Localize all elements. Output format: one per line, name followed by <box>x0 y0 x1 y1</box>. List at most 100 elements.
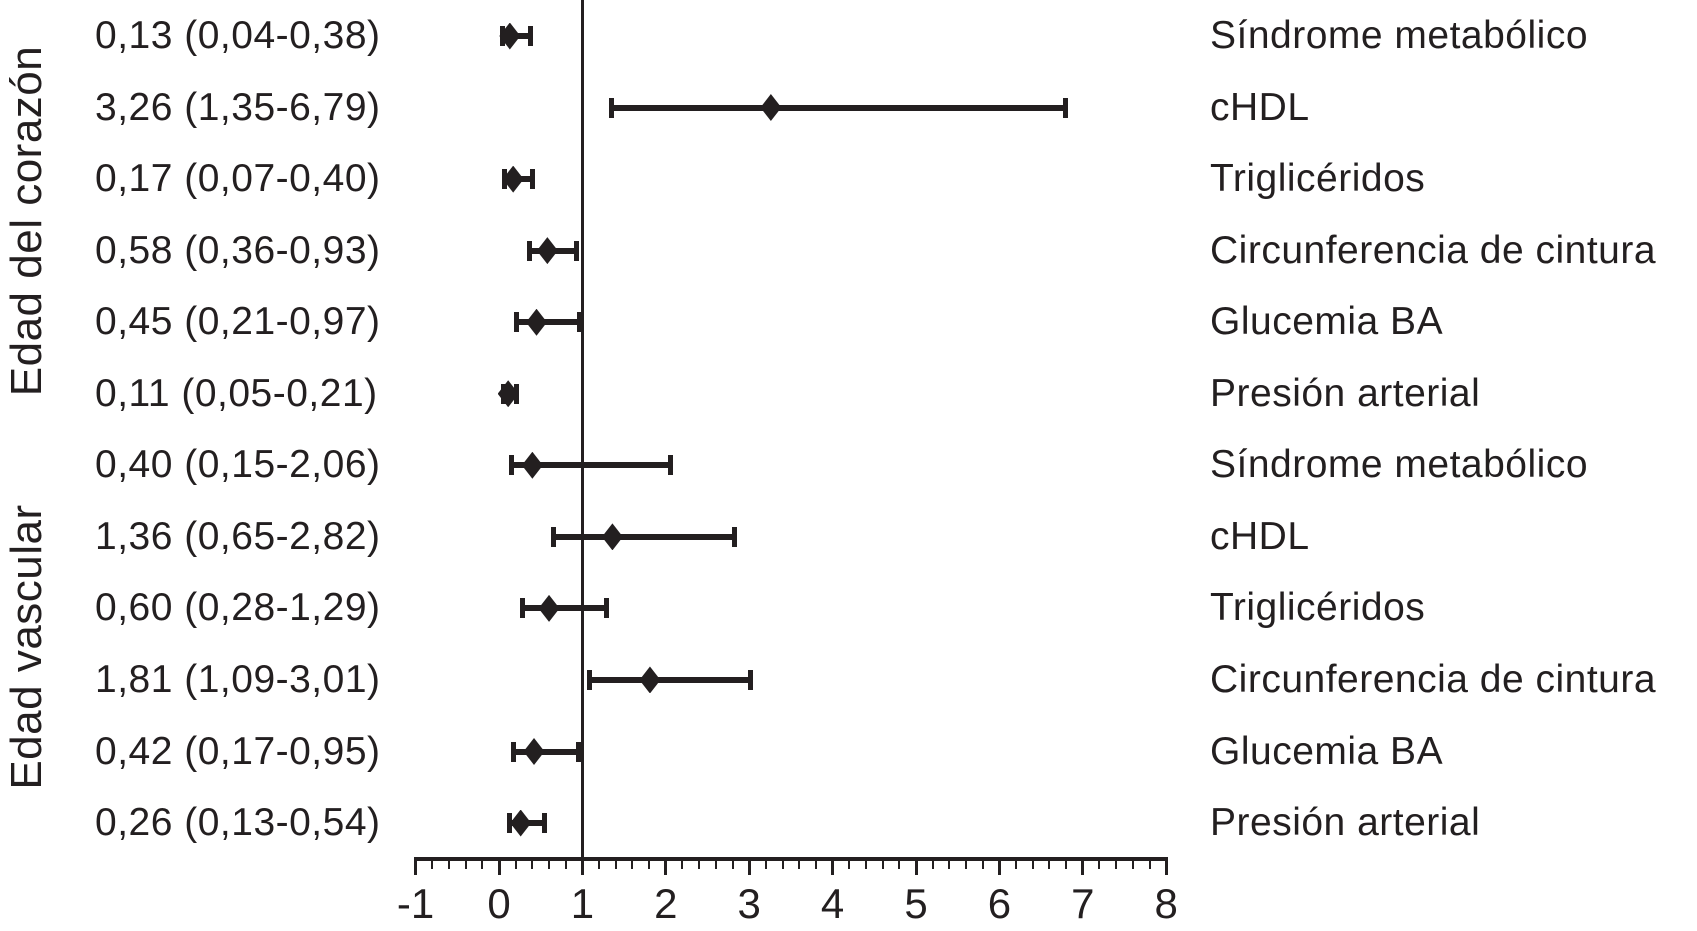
x-axis-minor-tick <box>1148 857 1151 869</box>
x-axis-minor-tick <box>564 857 567 869</box>
ci-cap-low <box>519 598 525 619</box>
x-axis-major-tick <box>831 857 835 875</box>
ci-cap-low <box>609 97 615 118</box>
x-axis-minor-tick <box>531 857 534 869</box>
ci-cap-low <box>587 669 593 690</box>
ci-cap-high <box>575 741 581 762</box>
row-variable-label: Presión arterial <box>1210 371 1481 415</box>
ci-cap-high <box>541 813 547 834</box>
x-axis-minor-tick <box>764 857 767 869</box>
row-value-label: 0,17 (0,07-0,40) <box>95 157 381 201</box>
x-axis-major-tick <box>1164 857 1168 875</box>
ci-cap-high <box>747 669 753 690</box>
x-axis-minor-tick <box>781 857 784 869</box>
group-label-edad-del-corazon: Edad del corazón <box>2 45 51 397</box>
ci-cap-high <box>529 169 535 190</box>
x-axis-major-tick <box>414 857 418 875</box>
x-axis-major-tick <box>1081 857 1085 875</box>
ci-whisker <box>522 605 607 612</box>
x-axis-minor-tick <box>598 857 601 869</box>
x-axis-minor-tick <box>864 857 867 869</box>
row-variable-label: Presión arterial <box>1210 801 1481 845</box>
ci-cap-high <box>668 455 674 476</box>
x-axis-tick-label: 5 <box>904 880 928 927</box>
estimate-diamond <box>521 451 543 479</box>
x-axis-minor-tick <box>1098 857 1101 869</box>
row-value-label: 1,81 (1,09-3,01) <box>95 657 381 701</box>
x-axis-minor-tick <box>1031 857 1034 869</box>
x-axis-minor-tick <box>714 857 717 869</box>
x-axis-line <box>413 857 1169 861</box>
ci-cap-low <box>514 312 519 333</box>
ci-whisker <box>511 462 671 469</box>
x-axis-minor-tick <box>614 857 617 869</box>
x-axis-major-tick <box>997 857 1001 875</box>
estimate-diamond <box>526 308 548 336</box>
row-value-label: 0,58 (0,36-0,93) <box>95 228 381 272</box>
row-value-label: 0,45 (0,21-0,97) <box>95 300 381 344</box>
x-axis-minor-tick <box>631 857 634 869</box>
x-axis-minor-tick <box>481 857 484 869</box>
x-axis-minor-tick <box>447 857 450 869</box>
estimate-diamond <box>601 523 623 551</box>
row-variable-label: cHDL <box>1210 85 1310 129</box>
ci-cap-low <box>509 455 514 476</box>
x-axis-minor-tick <box>431 857 434 869</box>
estimate-diamond <box>510 809 532 837</box>
ci-cap-high <box>528 26 534 46</box>
x-axis-minor-tick <box>1131 857 1134 869</box>
estimate-diamond <box>523 738 545 765</box>
ci-whisker <box>553 533 735 540</box>
reference-line <box>580 0 584 857</box>
x-axis-minor-tick <box>514 857 517 869</box>
ci-cap-high <box>1062 97 1068 118</box>
estimate-diamond <box>499 22 521 50</box>
estimate-diamond <box>639 666 661 694</box>
ci-cap-low <box>550 526 556 547</box>
row-variable-label: Glucemia BA <box>1210 729 1444 773</box>
row-value-label: 0,26 (0,13-0,54) <box>95 801 381 845</box>
group-label-edad-vascular: Edad vascular <box>2 504 51 790</box>
estimate-diamond <box>760 94 782 122</box>
row-variable-label: Triglicéridos <box>1210 586 1426 630</box>
x-axis-minor-tick <box>965 857 968 869</box>
ci-cap-low <box>510 741 516 762</box>
ci-whisker <box>589 676 751 683</box>
x-axis-tick-label: 2 <box>654 880 678 927</box>
row-value-label: 0,42 (0,17-0,95) <box>95 729 381 773</box>
estimate-diamond <box>538 594 560 622</box>
x-axis-minor-tick <box>548 857 551 869</box>
x-axis-minor-tick <box>698 857 701 869</box>
estimate-diamond <box>497 380 519 408</box>
x-axis-minor-tick <box>848 857 851 869</box>
row-variable-label: Triglicéridos <box>1210 157 1426 201</box>
x-axis-tick-label: 4 <box>820 880 845 927</box>
x-axis-tick-label: -1 <box>396 880 435 927</box>
row-value-label: 1,36 (0,65-2,82) <box>95 514 381 558</box>
x-axis-minor-tick <box>881 857 884 869</box>
ci-cap-high <box>604 598 610 619</box>
x-axis-tick-label: 6 <box>987 880 1012 927</box>
row-variable-label: Síndrome metabólico <box>1210 14 1589 57</box>
estimate-diamond <box>536 237 558 265</box>
row-variable-label: Síndrome metabólico <box>1210 443 1589 487</box>
ci-cap-high <box>731 526 737 547</box>
row-value-label: 0,11 (0,05-0,21) <box>95 371 378 415</box>
x-axis-minor-tick <box>898 857 901 869</box>
x-axis-tick-label: 1 <box>570 880 595 927</box>
x-axis-major-tick <box>664 857 668 875</box>
row-variable-label: Circunferencia de cintura <box>1210 657 1657 701</box>
estimate-diamond <box>502 165 524 193</box>
row-variable-label: Glucemia BA <box>1210 300 1444 344</box>
x-axis-minor-tick <box>981 857 984 869</box>
x-axis-tick-label: 0 <box>487 880 511 927</box>
x-axis-minor-tick <box>948 857 951 869</box>
ci-whisker <box>516 319 580 326</box>
x-axis-tick-label: 3 <box>737 880 761 927</box>
ci-cap-low <box>526 240 532 261</box>
ci-whisker <box>513 748 579 755</box>
x-axis-minor-tick <box>798 857 801 869</box>
row-value-label: 3,26 (1,35-6,79) <box>95 85 381 129</box>
x-axis-major-tick <box>580 857 584 875</box>
